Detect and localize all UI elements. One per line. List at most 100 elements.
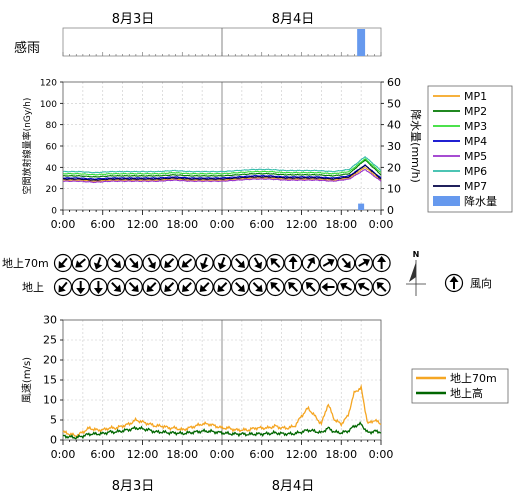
series-line-MP6 [62, 156, 382, 174]
legend-label-rain: 降水量 [464, 194, 497, 208]
wind-direction-arrow-icon [319, 277, 338, 297]
x-tick-label: 0:00 [210, 448, 235, 461]
wind-direction-arrow-icon [354, 277, 373, 297]
series-line-MP3 [62, 158, 382, 176]
wind-direction-arrow-icon [106, 253, 126, 273]
wind-direction-arrow-icon [266, 277, 285, 297]
wind-direction-legend-label: 風向 [470, 276, 492, 290]
wind-legend-arrow-icon [444, 273, 464, 293]
wind-direction-arrow-icon [248, 277, 267, 297]
x-tick-label: 6:00 [249, 218, 274, 231]
wind-direction-legend-icon [444, 273, 464, 293]
y-tick-label: 20 [43, 354, 57, 367]
x-tick-label: 12:00 [127, 448, 159, 461]
y-tick-label: 120 [40, 79, 57, 89]
date-label-bottom-day1: 8月3日 [112, 479, 155, 494]
y-tick-label: 30 [43, 314, 57, 327]
legend-label-MP3: MP3 [464, 120, 487, 133]
x-tick-label: 12:00 [127, 218, 159, 231]
wind-direction-arrow-icon [124, 253, 143, 273]
wind-direction-arrow-icon [160, 277, 179, 297]
y2-tick-label: 20 [387, 161, 401, 174]
wind-direction-panel: 地上70m 地上 N 風向 [2, 250, 492, 297]
wind-direction-arrow-icon [53, 253, 73, 273]
legend-label-MP4: MP4 [464, 135, 487, 148]
radiation-chart: 0 20 40 60 80 100 120 0 10 20 30 40 50 60 0:00 6:00 12… [21, 76, 423, 231]
wind-direction-arrow-icon [337, 277, 356, 297]
series-line-MP2 [62, 158, 382, 178]
x-tick-label: 18:00 [166, 448, 198, 461]
y2-tick-label: 60 [387, 76, 401, 89]
series-line-MP7 [62, 164, 382, 181]
wind-direction-arrow-icon [71, 253, 90, 273]
wind-direction-arrow-icon [301, 253, 320, 273]
wind-direction-arrow-icon [266, 253, 285, 273]
series-line-地上高 [62, 421, 382, 440]
wind-speed-chart: 0 5 10 15 20 25 30 0:00 6:00 12:00 18:00 0:00 6:00 1… [21, 314, 393, 462]
date-label-top-day1: 8月3日 [112, 12, 155, 27]
y-tick-label: 25 [43, 334, 57, 347]
wind-direction-arrow-icon [354, 253, 373, 273]
series-line-MP5 [62, 169, 382, 184]
x-tick-label: 6:00 [90, 448, 115, 461]
wind-direction-arrow-icon [248, 253, 267, 273]
wind-direction-arrow-icon [177, 277, 196, 297]
wind-direction-arrow-icon [195, 277, 214, 297]
y-tick-label: 40 [46, 164, 58, 174]
legend-label-地上70m: 地上70m [450, 372, 497, 385]
y-tick-label: 100 [40, 100, 57, 110]
rain-sensor-label: 感雨 [14, 40, 40, 56]
wind-direction-arrow-icon [230, 253, 250, 273]
wind-direction-arrow-icon [124, 277, 143, 297]
x-tick-label: 18:00 [325, 448, 357, 461]
wind-direction-arrow-icon [142, 253, 161, 273]
wind-row-label-70m: 地上70m [2, 257, 49, 270]
compass-north-label: N [413, 250, 420, 259]
wind-direction-arrow-icon [301, 277, 320, 297]
wind-direction-arrow-icon [213, 277, 232, 297]
rain-ylabel: 降水量(mm/h) [409, 109, 423, 183]
x-tick-label: 12:00 [286, 218, 318, 231]
wind-direction-arrow-icon [284, 253, 303, 273]
x-tick-label: 18:00 [166, 218, 198, 231]
wind-direction-arrow-icon [177, 253, 196, 273]
x-tick-label: 18:00 [325, 218, 357, 231]
wind-direction-arrow-icon [230, 277, 250, 297]
series-line-MP1 [62, 167, 382, 182]
y2-tick-label: 50 [387, 97, 401, 110]
wind-direction-arrow-icon [89, 253, 108, 273]
rain-bar [358, 203, 365, 210]
wind-direction-arrow-icon [372, 277, 391, 297]
x-tick-label: 6:00 [90, 218, 115, 231]
y2-tick-label: 0 [387, 204, 394, 217]
x-tick-label: 0:00 [51, 448, 76, 461]
date-label-bottom-day2: 8月4日 [272, 479, 315, 494]
x-tick-label: 0:00 [369, 448, 394, 461]
date-label-top-day2: 8月4日 [272, 12, 315, 27]
wind-direction-arrow-icon [337, 253, 356, 273]
y-tick-label: 10 [43, 394, 57, 407]
x-tick-label: 6:00 [249, 448, 274, 461]
wind-direction-arrow-icon [142, 277, 161, 297]
legend-label-MP1: MP1 [464, 90, 487, 103]
legend-swatch-rain [433, 196, 460, 206]
wind-direction-arrow-icon [319, 253, 338, 273]
y-tick-label: 5 [50, 414, 57, 427]
wind-direction-arrow-icon [53, 277, 73, 297]
y-tick-label: 80 [46, 121, 58, 131]
x-tick-label: 0:00 [51, 218, 76, 231]
x-tick-label: 12:00 [286, 448, 318, 461]
wind-direction-arrow-icon [195, 253, 214, 273]
wind-speed-ylabel: 風速(m/s) [21, 357, 33, 403]
radiation-ylabel: 空間放射線量率(nGy/h) [21, 98, 33, 195]
north-compass-icon: N [406, 250, 426, 296]
x-tick-label: 0:00 [369, 218, 394, 231]
rain-sensor-strip [62, 27, 382, 57]
rain-sensor-wet-bar [357, 29, 366, 56]
y-tick-label: 15 [43, 374, 57, 387]
y-tick-label: 60 [46, 143, 58, 153]
wind-direction-arrow-icon [89, 277, 108, 297]
y2-tick-label: 40 [387, 119, 401, 132]
